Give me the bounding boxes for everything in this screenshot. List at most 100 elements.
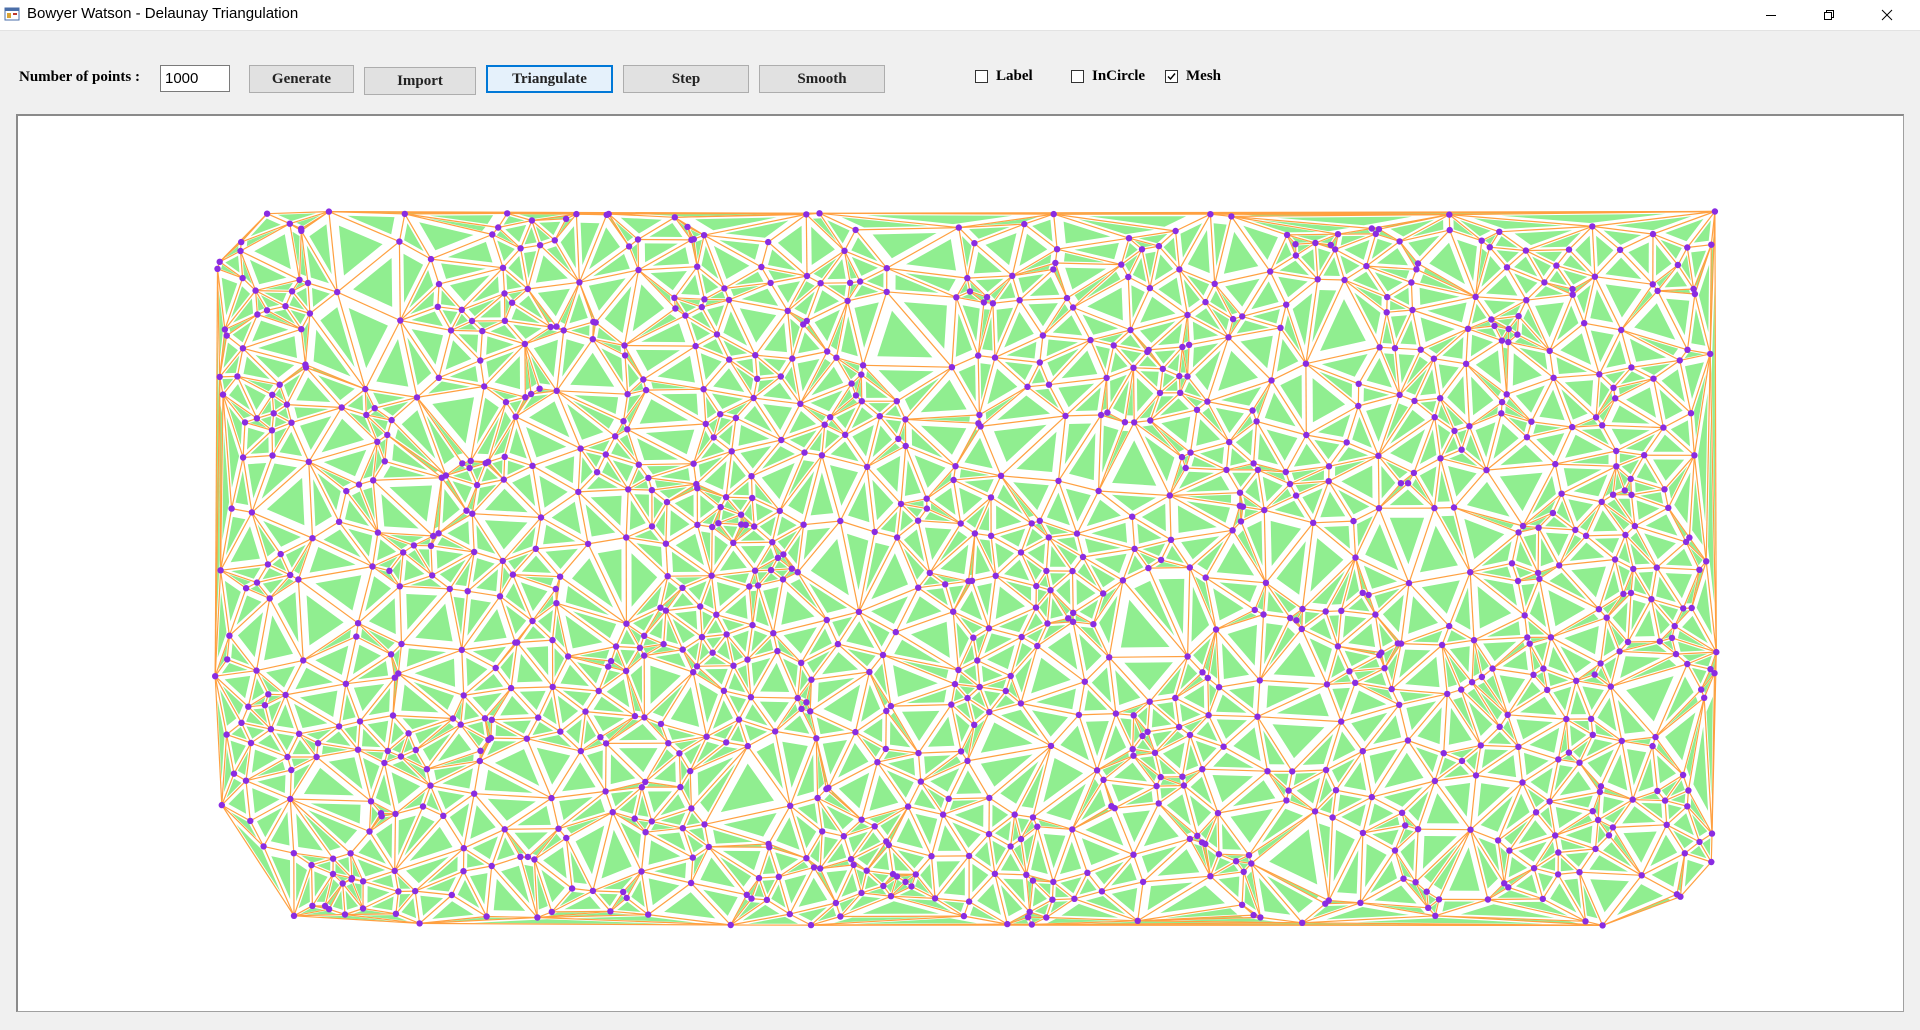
triangle [866,371,888,394]
mesh-edge [1550,608,1600,638]
mesh-checkbox[interactable]: Mesh [1165,66,1221,86]
triangle [1055,596,1070,614]
step-button[interactable]: Step [623,65,749,93]
triangle [619,815,640,828]
smooth-button[interactable]: Smooth [759,65,885,93]
mesh-edge [900,445,907,504]
mesh-edge [1489,246,1508,268]
mesh-edge [730,894,748,926]
triangle [1631,644,1667,653]
triangle [1018,274,1044,294]
triangle [810,472,834,516]
mesh-edge [1021,607,1037,638]
triangle [1444,783,1471,817]
triangle [955,713,970,743]
mesh-edge [612,811,643,872]
triangle [1604,788,1625,797]
triangle [1080,626,1103,649]
triangulate-button[interactable]: Triangulate [486,65,613,93]
mesh-edge [1694,293,1711,355]
mesh-edge [1506,342,1509,395]
mesh-checkbox-box[interactable] [1165,69,1178,83]
triangle [566,817,600,834]
mesh-edge [1360,902,1436,917]
triangle [1561,389,1588,420]
triangle [1696,578,1712,635]
mesh-edge [1557,852,1580,873]
mesh-edge [1585,501,1603,537]
mesh-edge [837,643,870,673]
mesh-edge [1470,571,1519,582]
mesh-edge [1183,768,1203,786]
mesh-edge [701,614,717,638]
mesh-edge [391,396,418,421]
minimize-button[interactable] [1742,0,1800,30]
triangle [402,718,440,730]
incircle-checkbox[interactable]: InCircle [1071,66,1145,86]
triangle [1191,456,1217,468]
triangle [924,755,951,775]
triangle [1309,638,1332,673]
mesh-edge [1499,225,1593,233]
mesh-edge [350,853,364,882]
triangle [1147,882,1193,911]
mesh-edge [1391,643,1402,690]
mesh-edge [1305,279,1319,364]
generate-button[interactable]: Generate [249,65,354,93]
mesh-edge [592,890,624,893]
mesh-edge [920,750,962,783]
mesh-edge [520,220,533,249]
mesh-edge [1011,275,1021,301]
close-button[interactable] [1858,0,1916,30]
import-button[interactable]: Import [364,67,476,95]
triangle [392,761,421,780]
triangle [229,384,251,410]
triangle [1575,235,1592,267]
mesh-edge [580,448,598,473]
triangle [1620,371,1646,384]
triangle [409,826,453,861]
triangle [817,677,855,703]
mesh-edge [226,335,244,349]
mesh-edge [693,239,698,267]
number-of-points-input[interactable] [160,65,230,92]
mesh-edge [988,833,1011,847]
incircle-checkbox-box[interactable] [1071,69,1084,83]
triangle [700,763,736,813]
triangulation-canvas[interactable] [16,114,1904,1012]
triangle [363,452,375,479]
triangle [1159,758,1177,774]
mesh-edge [1558,535,1587,566]
triangle [649,223,683,237]
restore-button[interactable] [1800,0,1858,30]
triangle [693,852,705,876]
mesh-edge [800,643,839,664]
mesh-edge [1634,507,1669,527]
triangle [1384,353,1397,383]
label-checkbox[interactable]: Label [975,66,1033,86]
triangle [940,544,969,575]
triangle [1174,918,1276,922]
mesh-edge [1174,677,1209,699]
triangle [386,753,398,761]
mesh-edge [237,375,273,396]
mesh-edge [847,291,887,302]
triangle [1378,268,1410,279]
mesh-edge [862,291,888,366]
mesh-edge [537,914,649,919]
triangle [485,488,528,513]
triangle [1074,242,1119,260]
label-checkbox-box[interactable] [975,69,988,83]
triangle [1258,465,1279,471]
triangle [368,688,391,716]
triangle [1257,590,1265,610]
triangle [358,839,386,864]
triangle [486,336,514,355]
mesh-edge [730,898,752,926]
triangle [1545,532,1569,557]
triangle [1139,756,1157,772]
triangle [1112,380,1130,415]
mesh-edge [1228,327,1281,338]
triangle [511,308,540,324]
triangle [1540,857,1556,871]
